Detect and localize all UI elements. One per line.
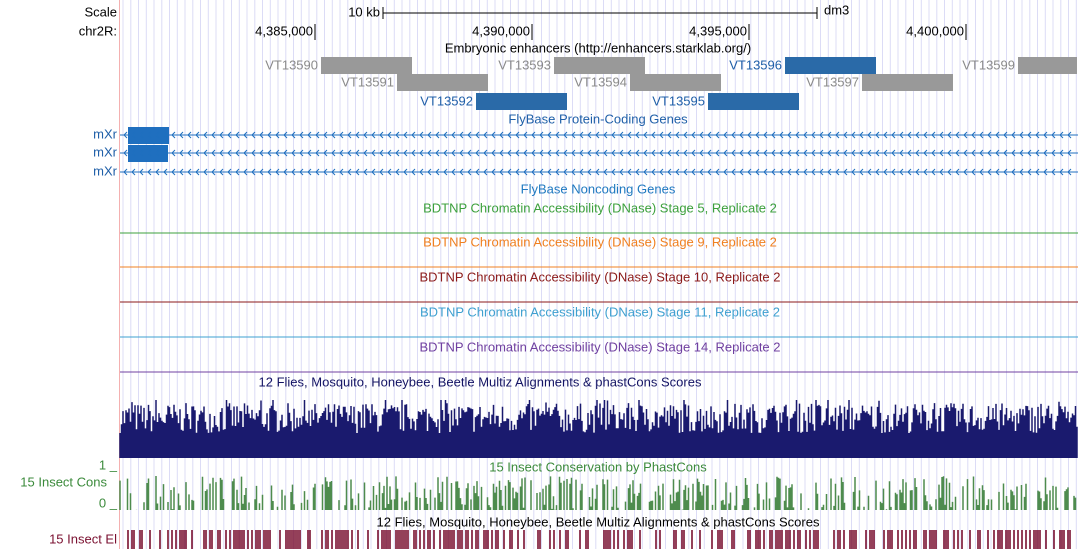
track-title: 12 Flies, Mosquito, Honeybee, Beetle Mul… — [377, 514, 820, 529]
assembly: dm3 — [824, 2, 849, 17]
track-label: 15 Insect Cons — [20, 474, 107, 489]
track-title: FlyBase Protein-Coding Genes — [508, 111, 688, 126]
grid-lines — [122, 0, 1077, 549]
position-label: 4,400,000 — [906, 23, 964, 38]
enhancer-label: VT13590 — [265, 57, 318, 72]
gene-line — [120, 168, 1078, 176]
position-label: 4,395,000 — [689, 23, 747, 38]
gene-label: mXr — [93, 144, 118, 159]
scale-bar — [382, 7, 818, 19]
gene-label: mXr — [93, 126, 118, 141]
scale-label: Scale — [84, 4, 117, 19]
gene-line — [120, 149, 1078, 157]
axis-label: 0 _ — [99, 495, 118, 510]
track-title: BDTNP Chromatin Accessibility (DNase) St… — [423, 234, 777, 249]
enhancer — [1018, 57, 1077, 74]
enhancer-label: VT13599 — [962, 57, 1015, 72]
enhancer — [785, 57, 876, 74]
enhancer — [397, 74, 488, 91]
chrom-label: chr2R: — [79, 23, 117, 38]
track-title: BDTNP Chromatin Accessibility (DNase) St… — [420, 304, 780, 319]
multiz-signal — [119, 400, 1078, 458]
enhancer — [708, 93, 799, 110]
enhancer-label: VT13593 — [498, 57, 551, 72]
enhancer-label: VT13595 — [652, 93, 705, 108]
position-label: 4,385,000 — [255, 23, 313, 38]
track-title: FlyBase Noncoding Genes — [521, 181, 676, 196]
enhancer-label: VT13594 — [574, 74, 627, 89]
position-label: 4,390,000 — [472, 23, 530, 38]
track-label: 15 Insect El — [49, 531, 117, 546]
enhancer — [862, 74, 953, 91]
grid — [122, 0, 1077, 549]
track-title: BDTNP Chromatin Accessibility (DNase) St… — [423, 200, 777, 215]
enhancer-label: VT13592 — [420, 93, 473, 108]
axis-label: 1 _ — [99, 457, 118, 472]
scale-size: 10 kb — [348, 4, 380, 19]
enhancer-label: VT13591 — [341, 74, 394, 89]
gene-line — [120, 131, 1078, 139]
track-title: 15 Insect Conservation by PhastCons — [489, 459, 707, 474]
enhancer — [554, 57, 645, 74]
track-title: BDTNP Chromatin Accessibility (DNase) St… — [419, 339, 780, 354]
enhancer — [630, 74, 721, 91]
track-title: Embryonic enhancers (http://enhancers.st… — [445, 40, 751, 55]
track-title: 12 Flies, Mosquito, Honeybee, Beetle Mul… — [259, 374, 702, 389]
enhancer-label: VT13597 — [806, 74, 859, 89]
enhancer-label: VT13596 — [729, 57, 782, 72]
track-title: BDTNP Chromatin Accessibility (DNase) St… — [419, 269, 780, 284]
enhancer — [476, 93, 567, 110]
enhancer — [321, 57, 412, 74]
element-bars — [127, 530, 1071, 549]
cons-signal — [119, 476, 1077, 510]
gene-label: mXr — [93, 163, 118, 178]
